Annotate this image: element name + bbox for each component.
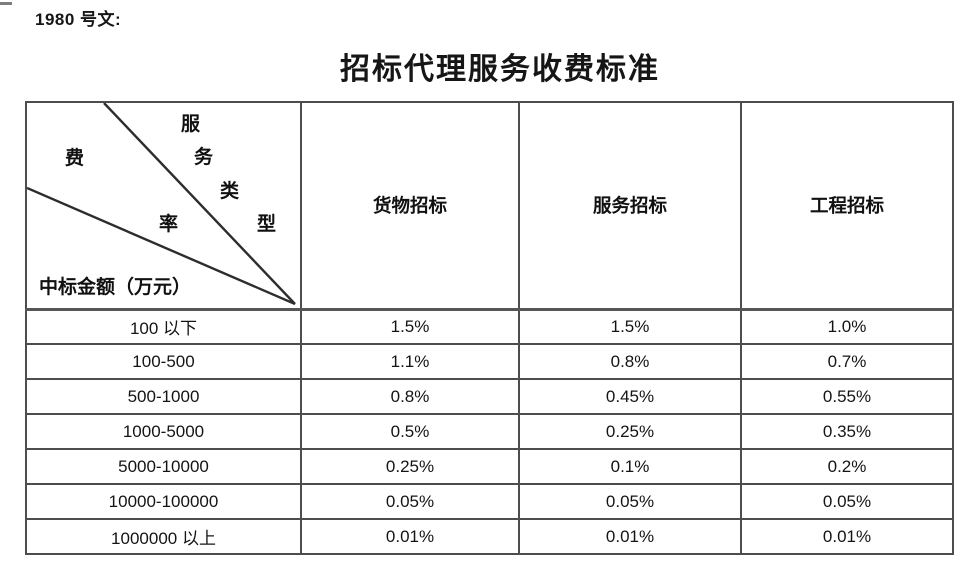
table-header-row: 服 务 类 型 费 率 中标金额（万元） 货物招标 服务招标 工程招标	[25, 101, 954, 311]
rate-cell: 0.01%	[518, 518, 742, 555]
rate-cell: 0.45%	[518, 378, 742, 415]
corner-header-cell: 服 务 类 型 费 率 中标金额（万元）	[25, 101, 302, 311]
rate-cell: 0.01%	[300, 518, 520, 555]
fee-rate-char-2: 率	[159, 214, 179, 235]
table-row: 10000-100000 0.05% 0.05% 0.05%	[25, 483, 954, 520]
page-title: 招标代理服务收费标准	[340, 53, 660, 86]
diagonal-split-lines	[28, 104, 296, 305]
rate-cell: 1.0%	[740, 308, 954, 345]
amount-range-cell: 1000000 以上	[25, 518, 302, 555]
rate-cell: 0.1%	[518, 448, 742, 485]
fee-standard-table: 服 务 类 型 费 率 中标金额（万元） 货物招标 服务招标 工程招标 100 …	[25, 101, 954, 555]
rate-cell: 1.1%	[300, 343, 520, 380]
rate-cell: 0.01%	[740, 518, 954, 555]
service-type-char-2: 务	[194, 147, 214, 168]
rate-cell: 0.8%	[300, 378, 520, 415]
rate-cell: 0.5%	[300, 413, 520, 450]
column-header-goods: 货物招标	[300, 101, 520, 311]
amount-range-cell: 100-500	[25, 343, 302, 380]
rate-cell: 0.8%	[518, 343, 742, 380]
rate-cell: 0.2%	[740, 448, 954, 485]
table-row: 1000000 以上 0.01% 0.01% 0.01%	[25, 518, 954, 555]
rate-cell: 0.25%	[300, 448, 520, 485]
rate-cell: 1.5%	[300, 308, 520, 345]
rate-cell: 0.25%	[518, 413, 742, 450]
table-row: 5000-10000 0.25% 0.1% 0.2%	[25, 448, 954, 485]
rate-cell: 0.7%	[740, 343, 954, 380]
fee-rate-char-1: 费	[65, 148, 85, 169]
diagonal-line-lower	[28, 187, 296, 305]
rate-cell: 0.05%	[300, 483, 520, 520]
page-edge-artifact	[0, 2, 12, 5]
service-type-char-1: 服	[181, 114, 201, 135]
document-number-label: 1980 号文:	[35, 10, 122, 29]
service-type-char-4: 型	[257, 214, 277, 235]
amount-range-cell: 100 以下	[25, 308, 302, 345]
rate-cell: 0.35%	[740, 413, 954, 450]
rate-cell: 0.55%	[740, 378, 954, 415]
table-row: 500-1000 0.8% 0.45% 0.55%	[25, 378, 954, 415]
service-type-char-3: 类	[220, 181, 240, 202]
amount-axis-label: 中标金额（万元）	[39, 277, 192, 298]
table-row: 1000-5000 0.5% 0.25% 0.35%	[25, 413, 954, 450]
rate-cell: 0.05%	[740, 483, 954, 520]
amount-range-cell: 10000-100000	[25, 483, 302, 520]
column-header-service: 服务招标	[518, 101, 742, 311]
table-row: 100 以下 1.5% 1.5% 1.0%	[25, 308, 954, 345]
table-row: 100-500 1.1% 0.8% 0.7%	[25, 343, 954, 380]
amount-range-cell: 500-1000	[25, 378, 302, 415]
amount-range-cell: 1000-5000	[25, 413, 302, 450]
rate-cell: 0.05%	[518, 483, 742, 520]
amount-range-cell: 5000-10000	[25, 448, 302, 485]
diagonal-line-upper	[103, 104, 296, 305]
rate-cell: 1.5%	[518, 308, 742, 345]
column-header-engineering: 工程招标	[740, 101, 954, 311]
